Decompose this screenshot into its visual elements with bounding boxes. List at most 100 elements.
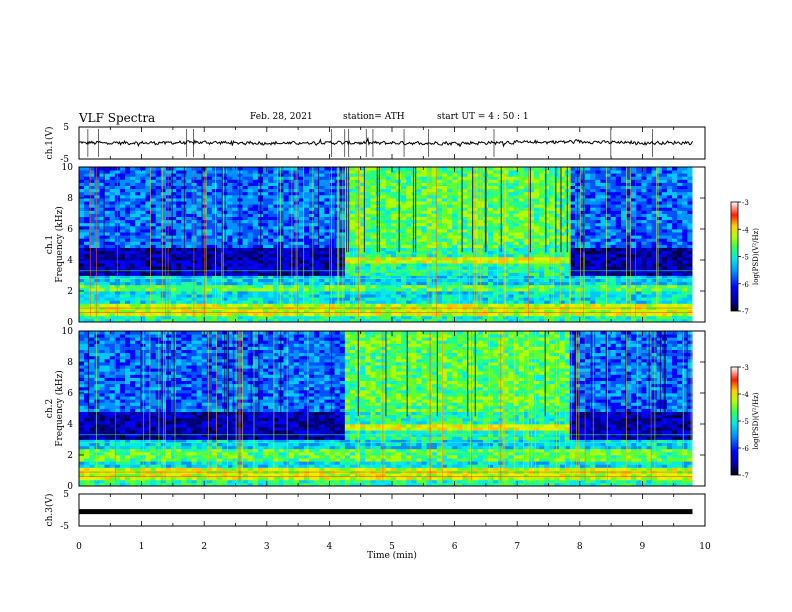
spectrogram-cell [467,278,474,283]
spectrogram-cell [528,167,535,171]
spectrogram-cell [247,260,254,264]
spectrogram-cell [130,235,136,239]
spectrogram-cell [416,235,422,239]
spectrogram-cell [447,207,453,211]
spectrogram-cell [89,287,95,292]
spectrogram-cell [344,188,351,193]
spectrogram-cell [206,291,213,295]
spectrogram-cell [155,315,162,320]
spectrogram-cell [487,201,494,205]
spectrogram-cell [375,266,382,270]
spectrogram-cell [390,294,397,298]
spectrogram-cell [416,278,422,283]
spectrogram-cell [421,176,428,180]
spectrogram-cell [119,225,126,230]
spectrogram-cell [554,300,560,304]
spectrogram-cell [181,256,187,261]
spectrogram-cell [314,182,320,186]
spectrogram-cell [99,291,105,295]
spectrogram-cell [523,219,530,224]
spectrogram-cell [385,232,392,236]
spectrogram-cell [416,188,422,193]
spectrogram-cell [145,225,151,230]
spectrogram-cell [155,297,162,301]
spectrogram-cell [278,250,284,255]
spectrogram-cell [206,188,213,193]
spectrogram-cell [283,216,289,221]
spectrogram-cell [263,173,269,177]
spectrogram-cell [104,173,111,177]
spectrogram-cell [528,294,535,298]
spectrogram-cell [319,232,325,236]
spectrogram-cell [457,244,463,248]
spectrogram-cell [232,235,238,239]
spectrogram-cell [242,222,249,227]
spectrogram-cell [426,247,433,252]
spectrogram-cell [580,256,586,261]
spectrogram-cell [206,176,213,180]
spectrogram-cell [360,232,366,236]
spectrogram-cell [344,300,351,304]
spectrogram-cell [569,198,576,202]
spectrogram-cell [554,204,560,208]
spectrogram-cell [421,253,428,258]
spectrogram-cell [569,207,576,211]
spectrogram-cell [436,260,443,264]
spectrogram-cell [196,179,203,183]
spectrogram-cell [247,256,254,261]
spectrogram-cell [268,281,274,286]
spectrogram-cell [89,219,95,224]
spectrogram-cell [273,225,279,230]
spectrogram-cell [554,201,560,205]
spectrogram-cell [150,222,157,227]
spectrogram-cell [319,182,325,186]
spectrogram-cell [89,207,95,211]
spectrogram-cell [125,222,131,227]
spectrogram-cell [360,284,366,289]
spectrogram-cell [329,318,336,322]
spectrogram-cell [155,210,162,214]
spectrogram-cell [498,318,504,322]
spectrogram-cell [349,201,356,205]
spectrogram-cell [278,244,284,248]
spectrogram-cell [370,238,376,242]
spectrogram-cell [196,176,203,180]
spectrogram-cell [303,216,310,221]
spectrogram-cell [135,191,141,196]
spectrogram-cell [94,303,100,307]
spectrogram-cell [385,253,392,258]
spectrogram-cell [355,198,361,202]
spectrogram-cell [508,256,514,261]
spectrogram-cell [263,297,269,301]
spectrogram-cell [273,266,279,270]
spectrogram-cell [176,238,182,242]
spectrogram-cell [278,194,284,199]
spectrogram-cell [79,207,85,211]
spectrogram-cell [104,179,111,183]
header-date: Feb. 28, 2021 [250,112,313,122]
spectrogram-cell [314,294,320,298]
spectrogram-cell [298,210,305,214]
spectrogram-cell [528,232,535,236]
spectrogram-cell [534,210,540,214]
spectrogram-cell [580,222,586,227]
spectrogram-cell [125,287,131,292]
spectrogram-cell [89,225,95,230]
spectrogram-cell [365,294,371,298]
spectrogram-cell [365,179,371,183]
spectrogram-cell [288,244,295,248]
spectrogram-cell [569,213,576,217]
spectrogram-cell [355,247,361,252]
spectrogram-cell [344,216,351,221]
spectrogram-cell [150,225,157,230]
spectrogram-cell [288,238,295,242]
spectrogram-cell [293,291,300,295]
spectrogram-cell [523,303,530,307]
spectrogram-cell [293,260,300,264]
spectrogram-cell [252,315,259,320]
spectrogram-cell [268,284,274,289]
spectrogram-cell [257,263,264,267]
spectrogram-cell [324,232,330,236]
spectrogram-cell [293,275,300,279]
spectrogram-cell [513,225,520,230]
